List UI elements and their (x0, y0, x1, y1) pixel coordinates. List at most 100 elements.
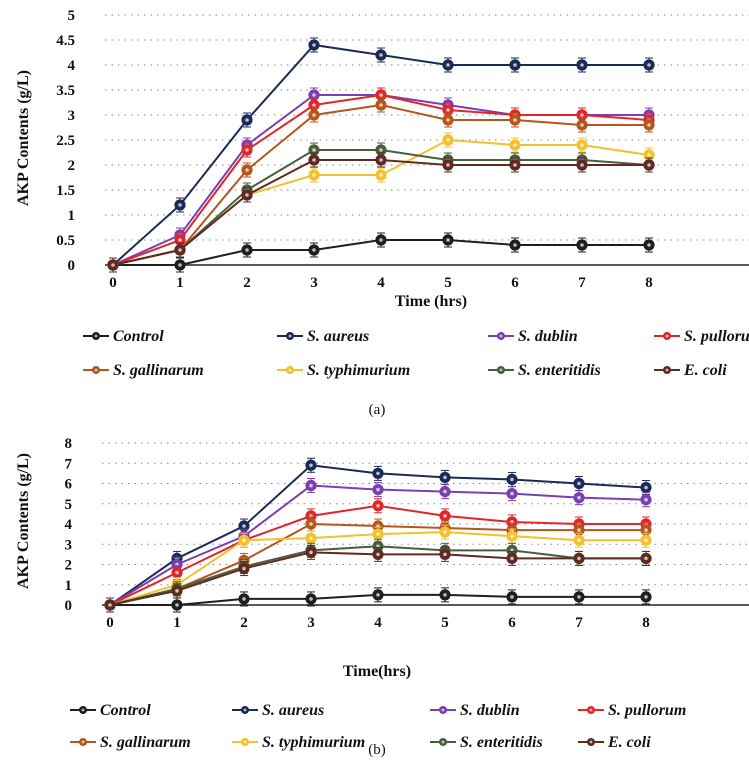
legend-swatch-highlight (589, 740, 593, 744)
chart-b-x-tick-label: 8 (642, 615, 650, 631)
data-point-highlight (580, 163, 584, 167)
chart-a-x-axis-label: Time (hrs) (395, 293, 467, 310)
data-point-highlight (245, 248, 249, 252)
data-point-highlight (647, 63, 651, 67)
chart-a-y-tick-label: 2 (68, 158, 76, 174)
chart-b-y-tick-label: 6 (65, 477, 73, 493)
chart-a-y-ticks: 0 0.5 1 1.5 2 2.5 3 3.5 4 4.5 5 (56, 8, 75, 274)
data-point-highlight (242, 538, 246, 542)
chart-a-panel-label: (a) (369, 402, 386, 418)
legend-label: E. coli (683, 362, 727, 379)
legend-swatch-highlight (81, 708, 85, 712)
legend-label: S. gallinarum (113, 362, 204, 379)
chart-b-panel-label: (b) (368, 742, 386, 758)
chart-a-y-tick-label: 4.5 (56, 33, 75, 49)
chart-panel-b: 0 1 2 3 4 5 6 7 8 0 1 2 3 4 5 6 7 8 AKP Contents (g/L) T… (15, 436, 749, 758)
legend-swatch-highlight (441, 740, 445, 744)
chart-a-y-tick-label: 2.5 (56, 133, 75, 149)
legend-item: S. typhimurium (277, 362, 410, 379)
data-point-highlight (580, 143, 584, 147)
data-point-highlight (376, 532, 380, 536)
legend-label: S. pullorum (684, 328, 749, 345)
legend-swatch-highlight (665, 368, 669, 372)
chart-a-y-tick-label: 1 (68, 208, 76, 224)
data-point-highlight (175, 603, 179, 607)
data-point-highlight (577, 595, 581, 599)
data-point-highlight (644, 538, 648, 542)
data-point-highlight (245, 118, 249, 122)
chart-a-x-tick-label: 1 (176, 275, 184, 291)
legend-item: S. aureus (232, 702, 324, 719)
data-point-highlight (175, 589, 179, 593)
chart-a-y-tick-label: 4 (68, 58, 76, 74)
legend-item: S. aureus (277, 328, 369, 345)
chart-a-y-tick-label: 3.5 (56, 83, 75, 99)
chart-b-x-tick-label: 3 (307, 615, 315, 631)
data-point-highlight (178, 238, 182, 242)
legend-label: S. enteritidis (460, 734, 543, 751)
data-point-highlight (245, 168, 249, 172)
legend-label: S. pullorum (608, 702, 686, 719)
chart-a-series (107, 37, 655, 273)
data-point-highlight (178, 263, 182, 267)
data-point-highlight (242, 566, 246, 571)
data-point-highlight (446, 108, 450, 112)
data-point-highlight (510, 556, 514, 561)
chart-a-y-tick-label: 0.5 (56, 233, 75, 249)
chart-b-y-tick-label: 0 (65, 598, 73, 614)
data-point-highlight (580, 123, 584, 127)
data-point-highlight (376, 471, 380, 476)
chart-a-y-tick-label: 3 (68, 108, 76, 124)
data-point-highlight (376, 593, 380, 597)
legend-item: S. dublin (430, 702, 520, 719)
chart-a-x-tick-label: 8 (645, 275, 653, 291)
chart-b-x-tick-label: 7 (575, 615, 583, 631)
legend-swatch-highlight (589, 708, 593, 712)
legend-item: S. typhimurium (232, 734, 365, 751)
data-point-highlight (644, 556, 648, 561)
data-point-highlight (443, 514, 447, 518)
data-point-highlight (513, 163, 517, 167)
chart-b-y-axis-label: AKP Contents (g/L) (15, 453, 32, 589)
chart-b-x-ticks: 0 1 2 3 4 5 6 7 8 (106, 615, 650, 631)
chart-b-x-tick-label: 2 (240, 615, 248, 631)
legend-item: S. pullorum (654, 328, 749, 345)
legend-item: E. coli (578, 734, 651, 751)
legend-item: E. coli (654, 362, 727, 379)
data-point-highlight (312, 248, 316, 252)
chart-a-x-tick-label: 5 (444, 275, 452, 291)
data-point-highlight (647, 123, 651, 127)
data-point-highlight (312, 103, 316, 107)
data-point-highlight (309, 483, 313, 488)
legend-item: S. enteritidis (488, 362, 601, 379)
data-point-highlight (312, 148, 316, 152)
data-point-highlight (376, 503, 380, 508)
data-point-highlight (510, 491, 514, 496)
data-point-highlight (379, 53, 383, 57)
data-point-highlight (379, 173, 383, 177)
chart-a-y-axis-label: AKP Contents (g/L) (15, 70, 32, 206)
legend-label: S. typhimurium (307, 362, 410, 379)
data-point-highlight (510, 477, 514, 482)
legend-item: S. enteritidis (430, 734, 543, 751)
data-point-highlight (376, 487, 380, 492)
legend-item: S. gallinarum (70, 734, 191, 751)
data-point-highlight (580, 63, 584, 67)
data-point-highlight (577, 481, 581, 486)
data-point-highlight (108, 603, 112, 607)
legend-label: S. dublin (460, 702, 520, 719)
data-point-highlight (647, 243, 651, 247)
data-point-highlight (312, 173, 316, 177)
data-point-highlight (647, 163, 651, 167)
data-point-highlight (376, 552, 380, 557)
chart-b-y-ticks: 0 1 2 3 4 5 6 7 8 (65, 436, 73, 614)
chart-b-x-tick-label: 4 (374, 615, 382, 631)
chart-a-x-tick-label: 6 (511, 275, 519, 291)
legend-label: S. aureus (262, 702, 324, 719)
data-point-highlight (379, 158, 383, 162)
data-point-highlight (312, 43, 316, 47)
legend-label: S. dublin (518, 328, 578, 345)
data-point-highlight (178, 203, 182, 207)
data-point-highlight (242, 524, 246, 528)
